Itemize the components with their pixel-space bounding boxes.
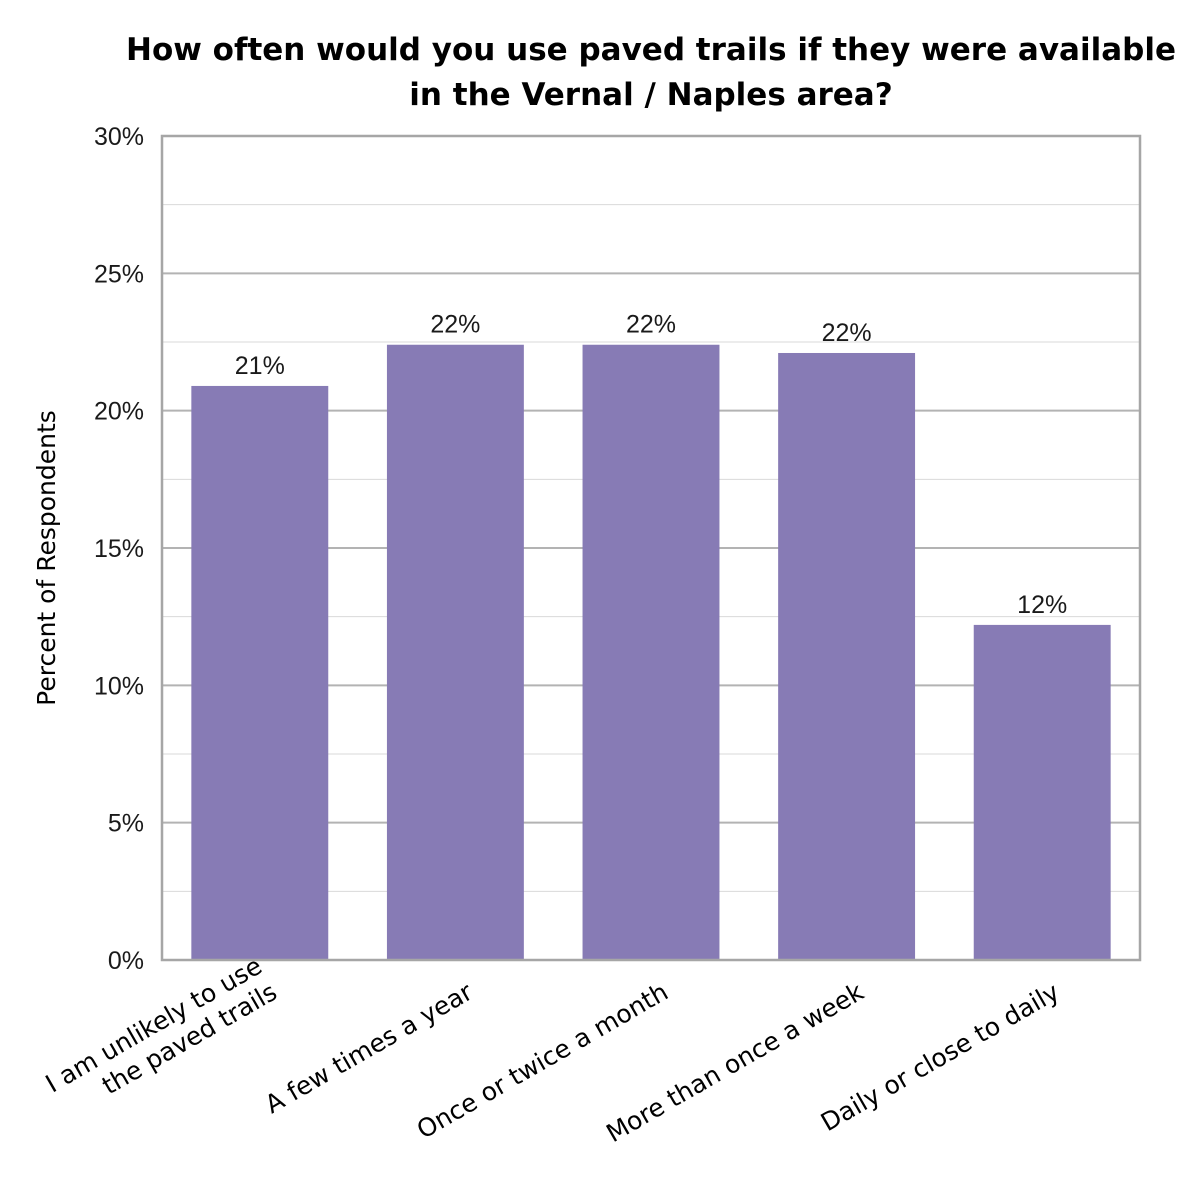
y-tick-label: 20% <box>94 398 144 426</box>
y-tick-label: 25% <box>94 260 144 288</box>
y-tick-label: 5% <box>108 810 144 838</box>
bar-value-label: 22% <box>430 311 480 339</box>
bar-value-label: 12% <box>1017 591 1067 619</box>
y-axis-label: Percent of Respondents <box>32 410 61 706</box>
bar-value-label: 22% <box>626 311 676 339</box>
bars <box>191 344 1111 960</box>
chart-title-line: How often would you use paved trails if … <box>126 32 1176 68</box>
bar-value-label: 22% <box>822 319 872 347</box>
chart-title: How often would you use paved trails if … <box>126 32 1176 113</box>
plot-border <box>160 134 1142 962</box>
bar <box>973 624 1111 960</box>
bar <box>778 352 916 960</box>
plot-frame <box>160 134 1142 962</box>
y-tick-label: 30% <box>94 123 144 151</box>
y-tick-label: 0% <box>108 947 144 975</box>
x-category-label: A few times a year <box>260 977 478 1120</box>
y-axis-title: Percent of Respondents <box>32 410 61 706</box>
data-labels: 21% 22% 22% 22% 12% <box>235 311 1067 619</box>
y-tick-label: 10% <box>94 672 144 700</box>
y-tick-label: 15% <box>94 535 144 563</box>
bar <box>582 344 720 960</box>
bar-value-label: 21% <box>235 352 285 380</box>
y-axis-ticks: 0% 5% 10% 15% 20% 25% 30% <box>94 123 144 975</box>
x-category-label-line: A few times a year <box>260 977 478 1120</box>
bar <box>386 344 524 960</box>
chart-title-line: in the Vernal / Naples area? <box>409 77 892 113</box>
bar <box>191 385 329 960</box>
